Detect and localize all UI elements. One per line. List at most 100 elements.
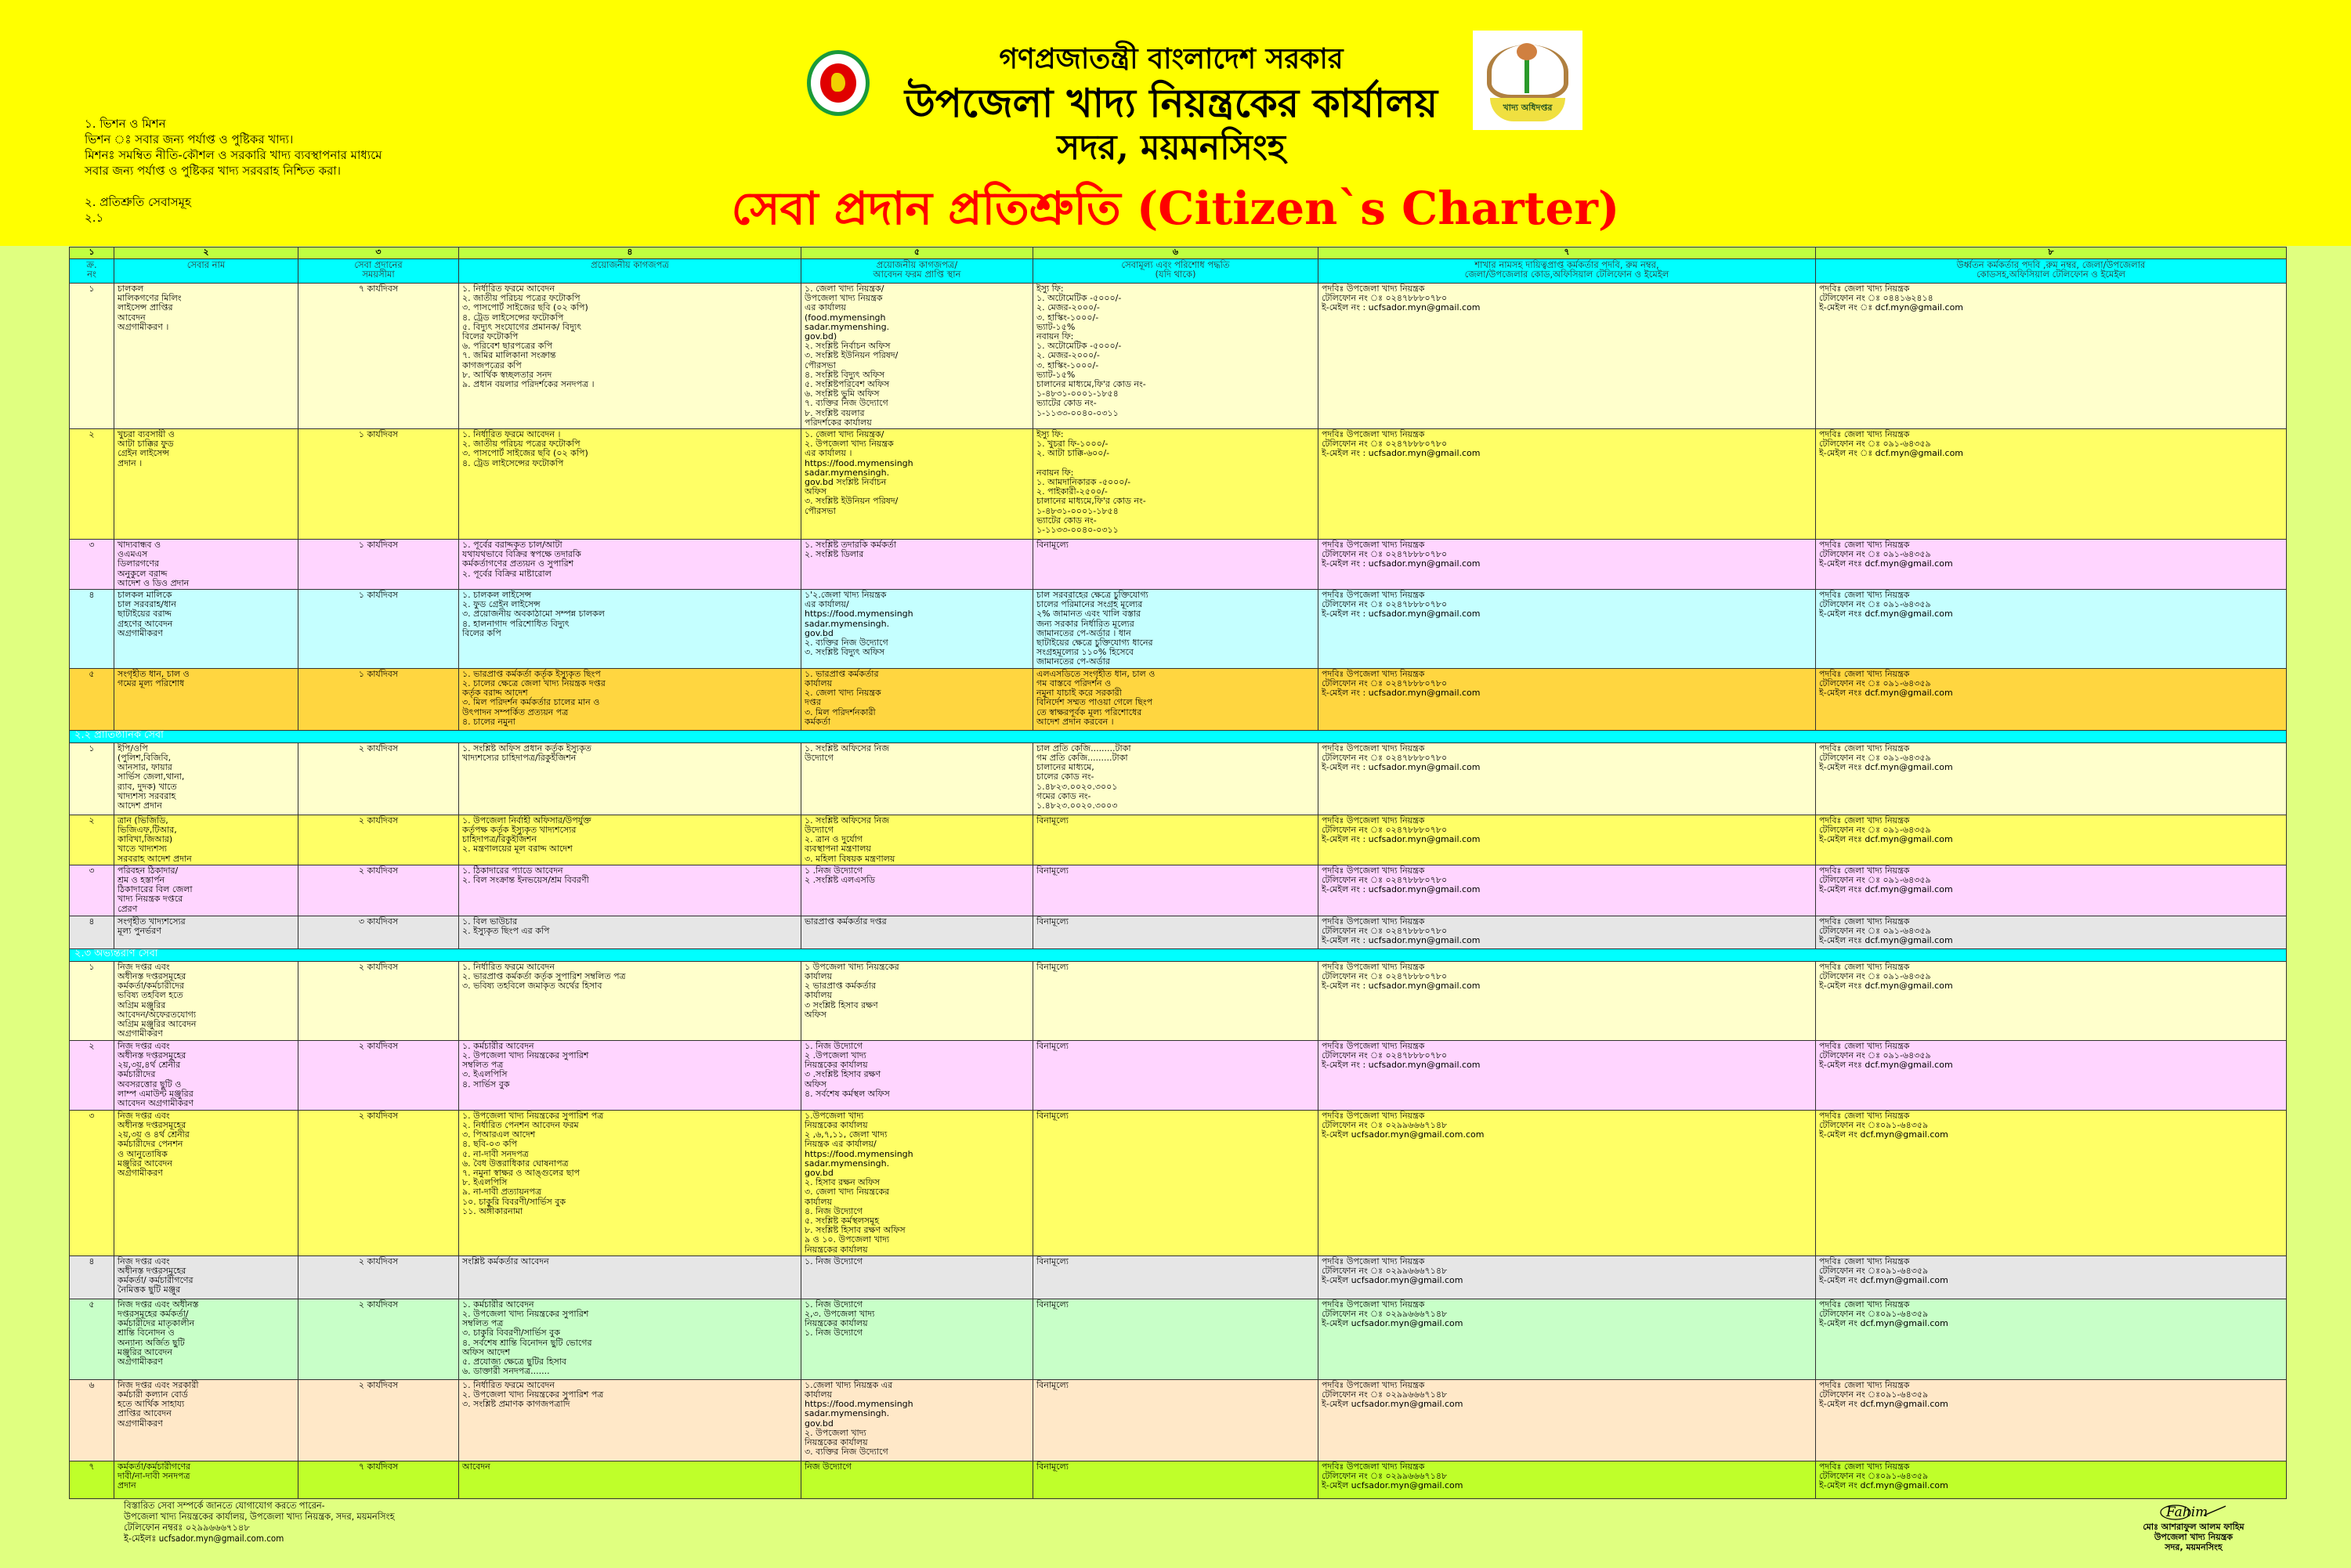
document-source: ১. নিজ উদ্যোগে <box>801 1255 1033 1299</box>
serial-number: ১ <box>69 282 114 430</box>
signature-flourish <box>2203 1505 2226 1516</box>
required-documents: ১. নির্ধারিত ফরমে আবেদন । ২. জাতীয় পরিচ… <box>458 428 801 540</box>
column-number: ৫ <box>801 247 1033 259</box>
fee-and-payment: ইস্যু ফি: ১. খুচরা ফি-১০০০/- ২. আটা চাক্… <box>1033 428 1318 540</box>
mission-text-1: মিশনঃ সমম্বিত নীতি-কৌশল ও সরকারি খাদ্য ব… <box>85 148 382 162</box>
document-source: ১. জেলা খাদ্য নিয়ন্ত্রক/ ২. উপজেলা খাদ্… <box>801 428 1033 540</box>
responsible-officer: পদবিঃ উপজেলা খাদ্য নিয়ন্ত্রক টেলিফোন নং… <box>1318 1378 1816 1461</box>
section-title: ২.২ প্রাতিষ্ঠানিক সেবা <box>69 729 2287 743</box>
service-name: কর্মকর্তা/কর্মচারীগণের দাবী/না-দাবী সনদপ… <box>114 1460 298 1499</box>
responsible-officer: পদবিঃ উপজেলা খাদ্য নিয়ন্ত্রক টেলিফোন নং… <box>1318 915 1816 949</box>
signatory-name: মোঃ আশরাফুল আলম ফাহিম <box>2143 1522 2244 1532</box>
serial-number: ৩ <box>69 1109 114 1256</box>
responsible-officer: পদবিঃ উপজেলা খাদ্য নিয়ন্ত্রক টেলিফোন নং… <box>1318 539 1816 591</box>
fee-and-payment: বিনামূল্যে <box>1033 1460 1318 1499</box>
superior-officer: পদবিঃ জেলা খাদ্য নিয়ন্ত্রক টেলিফোন নং ঃ… <box>1815 960 2287 1041</box>
document-source: ১. সংশ্লিষ্ট অফিসের নিজ উদ্যোগে <box>801 742 1033 815</box>
required-documents: ১. কর্মচারীর আবেদন ২. উপজেলা খাদ্য নিয়ন… <box>458 1039 801 1111</box>
responsible-officer: পদবিঃ উপজেলা খাদ্য নিয়ন্ত্রক টেলিফোন নং… <box>1318 589 1816 669</box>
service-time-limit: ৩ কার্যদিবস <box>298 915 459 949</box>
contact-footer: বিস্তারিত সেবা সম্পর্কে জানতে যোগাযোগ কর… <box>124 1500 395 1544</box>
fee-and-payment: এলএসডিতে সংগৃহীত ধান, চাল ও গম বাস্তবে প… <box>1033 667 1318 731</box>
service-name: খাদ্যবান্ধব ও ওএমএস ডিলারগণের অনুকুলে বর… <box>114 539 298 591</box>
responsible-officer: পদবিঃ উপজেলা খাদ্য নিয়ন্ত্রক টেলিফোন নং… <box>1318 1460 1816 1499</box>
responsible-officer: পদবিঃ উপজেলা খাদ্য নিয়ন্ত্রক টেলিফোন নং… <box>1318 864 1816 916</box>
service-time-limit: ২ কার্যদিবস <box>298 1255 459 1299</box>
fee-and-payment: বিনামূল্যে <box>1033 1039 1318 1111</box>
table-row: ৪ চালকল মালিকে চাল সরবরাহ/ধান ছাটাইয়ের ব… <box>69 589 2287 669</box>
column-number: ২ <box>114 247 298 259</box>
service-time-limit: ২ কার্যদিবস <box>298 1109 459 1256</box>
table-row: ২ খুচরা ব্যবসায়ী ও আটা চাক্কির ফুড গ্রেই… <box>69 428 2287 540</box>
document-source: ১. সংশ্লিষ্ট অফিসের নিজ উদ্যোগে ২. ত্রান… <box>801 814 1033 865</box>
responsible-officer: পদবিঃ উপজেলা খাদ্য নিয়ন্ত্রক টেলিফোন নং… <box>1318 742 1816 815</box>
service-time-limit: ২ কার্যদিবস <box>298 1039 459 1111</box>
service-name: নিজ দপ্তর এবং অধীনস্ত দপ্তরসমূহের কর্মকর… <box>114 960 298 1041</box>
table-row: ২ ত্রান (ভিজিডি, ভিজিএফ,টিআর, কাবিখা,জিআর… <box>69 814 2287 865</box>
service-name: চালকল মালিকগণের মিলিং লাইসেন্স প্রাপ্তির… <box>114 282 298 430</box>
table-row: ৭ কর্মকর্তা/কর্মচারীগণের দাবী/না-দাবী সনদ… <box>69 1460 2287 1499</box>
service-time-limit: ১ কার্যদিবস <box>298 539 459 591</box>
superior-officer: পদবিঃ জেলা খাদ্য নিয়ন্ত্রক টেলিফোন নং ঃ… <box>1815 1255 2287 1299</box>
table-row: ৩ নিজ দপ্তর এবং অধীনস্ত দপ্তরসমূহের ২য়,৩… <box>69 1109 2287 1256</box>
service-time-limit: ১ কার্যদিবস <box>298 589 459 669</box>
footer-phone: টেলিফোন নম্বরঃ ০২৯৯৬৬৬৭১৪৮ <box>124 1522 250 1533</box>
superior-officer: পদবিঃ জেলা খাদ্য নিয়ন্ত্রক টেলিফোন নং ঃ… <box>1815 428 2287 540</box>
fee-and-payment: চাল প্রতি কেজি.........টাকা গম প্রতি কেজ… <box>1033 742 1318 815</box>
document-source: ১ .নিজ উদ্যোগে ২ .সংশ্লিষ্ট এলএসডি <box>801 864 1033 916</box>
column-header: সেবা প্রদানের সময়সীমা <box>298 258 459 284</box>
column-header: ক্র. নং <box>69 258 114 284</box>
signature-scribble: Fahim <box>2160 1505 2226 1520</box>
responsible-officer: পদবিঃ উপজেলা খাদ্য নিয়ন্ত্রক টেলিফোন নং… <box>1318 282 1816 430</box>
superior-officer: পদবিঃ জেলা খাদ্য নিয়ন্ত্রক টেলিফোন নং ঃ… <box>1815 282 2287 430</box>
fee-and-payment: বিনামূল্যে <box>1033 814 1318 865</box>
bangladesh-government-seal-icon <box>807 50 870 116</box>
signature-scribble-text: Fahim <box>2165 1505 2208 1520</box>
column-number: ৩ <box>298 247 459 259</box>
service-name: নিজ দপ্তর এবং অধীনস্ত দপ্তরসমূহের কর্মকর… <box>114 1298 298 1380</box>
fee-and-payment: বিনামূল্যে <box>1033 960 1318 1041</box>
document-source: ১ উপজেলা খাদ্য নিয়ন্ত্রকের কার্যালয় ২ … <box>801 960 1033 1041</box>
signatory-designation: উপজেলা খাদ্য নিয়ন্ত্রক <box>2154 1532 2233 1542</box>
service-time-limit: ২ কার্যদিবস <box>298 1298 459 1380</box>
required-documents: ১. কর্মচারীর আবেদন ২. উপজেলা খাদ্য নিয়ন… <box>458 1298 801 1380</box>
service-name: ইপি/ওপি (পুলিশ,বিজিবি, আনসার, ফায়ার সার… <box>114 742 298 815</box>
required-documents: ১. উপজেলা খাদ্য নিয়ন্ত্রকের সুপারিশ পত্… <box>458 1109 801 1256</box>
document-source: ১.উপজেলা খাদ্য নিয়ন্ত্রকের কার্যালয় ২ … <box>801 1109 1033 1256</box>
superior-officer: পদবিঃ জেলা খাদ্য নিয়ন্ত্রক টেলিফোন নং ঃ… <box>1815 667 2287 731</box>
column-header: সেবার নাম <box>114 258 298 284</box>
column-header: শাখার নামসহ দায়িত্বপ্রাপ্ত কর্মকর্তার প… <box>1318 258 1816 284</box>
document-source: ১. ভারপ্রাপ্ত কর্মকর্তার কার্যালয় ২. জে… <box>801 667 1033 731</box>
fee-and-payment: বিনামূল্যে <box>1033 1255 1318 1299</box>
serial-number: ৫ <box>69 1298 114 1380</box>
responsible-officer: পদবিঃ উপজেলা খাদ্য নিয়ন্ত্রক টেলিফোন নং… <box>1318 960 1816 1041</box>
document-source: ১.জেলা খাদ্য নিয়ন্ত্রক এর কার্যালয় htt… <box>801 1378 1033 1461</box>
serial-number: ১ <box>69 960 114 1041</box>
superior-officer: পদবিঃ জেলা খাদ্য নিয়ন্ত্রক টেলিফোন নং ঃ… <box>1815 1039 2287 1111</box>
fee-and-payment: বিনামূল্যে <box>1033 1298 1318 1380</box>
superior-officer: পদবিঃ জেলা খাদ্য নিয়ন্ত্রক টেলিফোন নং ঃ… <box>1815 864 2287 916</box>
service-name: খুচরা ব্যবসায়ী ও আটা চাক্কির ফুড গ্রেইন… <box>114 428 298 540</box>
citizen-charter-table: ১ ২ ৩ ৪ ৫ ৬ ৭ ৮ ক্র. নং সেবার নাম সেবা প্রদানের সম… <box>69 247 2287 1499</box>
service-name: পরিবহন ঠিকাদার/ শ্রম ও হস্তার্পন ঠিকাদার… <box>114 864 298 916</box>
service-name: সংগৃহীত খাদ্যশস্যের মূল্য পুনর্ভরণ <box>114 915 298 949</box>
fee-and-payment: চাল সরবরাহের ক্ষেত্রে চুক্তিযোগ্য চালের … <box>1033 589 1318 669</box>
office-location: সদর, ময়মনসিংহ <box>1057 128 1286 168</box>
fee-and-payment: ইস্যু ফি: ১. অটোমেটিক -৫০০০/- ২. মেজর-২০… <box>1033 282 1318 430</box>
logo-hands-shape <box>1487 45 1568 99</box>
serial-number: ৪ <box>69 589 114 669</box>
required-documents: ১. নির্ধারিত ফরমে আবেদন ২. ভারপ্রাপ্ত কর… <box>458 960 801 1041</box>
header-band <box>0 0 2351 246</box>
superior-officer: পদবিঃ জেলা খাদ্য নিয়ন্ত্রক টেলিফোন নং ঃ… <box>1815 1378 2287 1461</box>
serial-number: ৩ <box>69 864 114 916</box>
service-time-limit: ১ কার্যদিবস <box>298 667 459 731</box>
responsible-officer: পদবিঃ উপজেলা খাদ্য নিয়ন্ত্রক টেলিফোন নং… <box>1318 814 1816 865</box>
table-row: ৪ সংগৃহীত খাদ্যশস্যের মূল্য পুনর্ভরণ ৩ কার… <box>69 915 2287 949</box>
office-title: উপজেলা খাদ্য নিয়ন্ত্রকের কার্যালয় <box>904 80 1438 126</box>
fee-and-payment: বিনামূল্যে <box>1033 539 1318 591</box>
required-documents: ১. চালকল লাইসেন্স ২. ফুড গ্রেইন লাইসেন্স… <box>458 589 801 669</box>
column-header: প্রয়োজনীয় কাগজপত্র <box>458 258 801 284</box>
table-row: ৩ খাদ্যবান্ধব ও ওএমএস ডিলারগণের অনুকুলে ব… <box>69 539 2287 591</box>
superior-officer: পদবিঃ জেলা খাদ্য নিয়ন্ত্রক টেলিফোন নং ঃ… <box>1815 539 2287 591</box>
vision-mission-block: ১. ভিশন ও মিশন ভিশন ঃ সবার জন্য পর্যাপ্ত… <box>85 116 382 226</box>
